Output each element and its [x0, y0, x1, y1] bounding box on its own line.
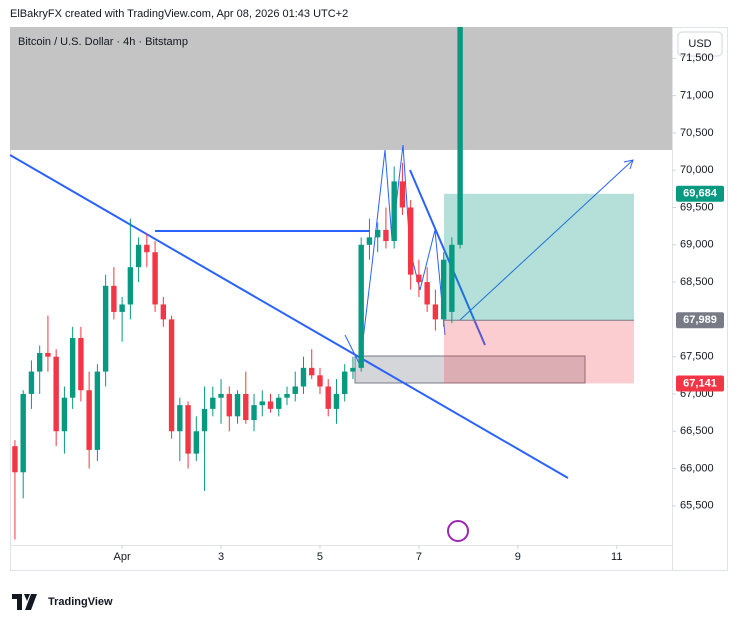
currency: USD [688, 38, 711, 50]
candle-body [177, 405, 183, 432]
candle-body [234, 393, 241, 417]
candle-body [259, 401, 265, 406]
x-tick-label: 7 [416, 551, 422, 563]
y-tick-label: 71,500 [680, 52, 714, 64]
candle-body [383, 229, 389, 242]
candle-body [160, 304, 167, 320]
candle-body [325, 386, 331, 409]
candle-body [399, 181, 406, 208]
candle-body [53, 356, 59, 432]
trend-line [10, 154, 569, 479]
credit: ElBakryFX created with TradingView.com, … [10, 8, 348, 20]
candle-body [317, 375, 323, 387]
candle-body [69, 338, 76, 398]
x-tick-label: 5 [317, 551, 323, 563]
drawings [10, 27, 672, 479]
candle-body [94, 371, 101, 450]
x-tick-label: 3 [218, 551, 224, 563]
candle-body [416, 274, 422, 283]
candle-body [333, 393, 340, 409]
y-tick-label: 66,500 [680, 425, 714, 437]
candle-body [111, 285, 117, 312]
projection-arrow [459, 159, 634, 321]
candle-body [168, 319, 175, 432]
candle-body [102, 285, 109, 372]
legend: Bitcoin / U.S. Dollar · 4h · Bitstamp [18, 36, 188, 48]
candle-body [193, 431, 200, 454]
candle-body [449, 244, 455, 312]
candle-body [86, 390, 92, 450]
candle-body [432, 304, 439, 320]
candle-body [243, 393, 249, 421]
candle-body [152, 252, 158, 305]
brand: TradingView [48, 596, 113, 608]
y-tick-label: 71,000 [680, 90, 714, 102]
candle-body [424, 282, 430, 305]
candle-body [127, 267, 134, 305]
position-layer [444, 193, 634, 384]
candle-body [457, 27, 463, 245]
event-icon [447, 520, 469, 542]
zigzag [344, 144, 446, 367]
demand-zone [354, 355, 586, 384]
candle-body [185, 405, 191, 454]
candle-body [350, 367, 356, 372]
candle-body [300, 367, 307, 387]
trend-line [409, 169, 486, 346]
candle-body [407, 207, 414, 275]
candle-body [218, 393, 224, 398]
candle-body [28, 371, 35, 394]
price-label: 69,684 [683, 188, 718, 200]
candle-body [135, 244, 142, 268]
stop-zone [444, 320, 634, 384]
candle-body [61, 397, 68, 432]
supply-zone [10, 27, 672, 150]
candle-body [144, 244, 150, 253]
arrow-head [623, 159, 634, 170]
y-tick-label: 69,500 [680, 201, 714, 213]
candle-body [284, 393, 290, 398]
price-label: 67,989 [683, 314, 717, 326]
price-label-box [676, 312, 724, 329]
candle-body [358, 244, 364, 368]
candle-body [119, 304, 125, 312]
x-tick-label: 11 [611, 551, 622, 563]
price-label-box [676, 185, 724, 202]
candle-body [342, 371, 348, 394]
price-label: 67,141 [683, 377, 717, 389]
y-tick-label: 66,000 [680, 462, 714, 474]
candle-body [366, 237, 373, 245]
currency-box [677, 31, 723, 57]
logo-mark [12, 594, 37, 610]
candle-body [12, 446, 18, 473]
y-tick-label: 69,000 [680, 239, 714, 251]
price-label-box [676, 375, 724, 392]
y-tick-label: 70,000 [680, 164, 714, 176]
x-tick-label: 9 [515, 551, 521, 563]
candle-body [276, 397, 282, 409]
candle-body [251, 405, 257, 421]
candle-body [309, 367, 315, 376]
candle-body [20, 393, 26, 473]
candle-body [292, 386, 298, 394]
x-tick-label: Apr [114, 551, 131, 563]
candle-body [267, 401, 274, 409]
y-tick-label: 67,500 [680, 351, 714, 363]
candles [12, 27, 463, 540]
candle-body [36, 352, 43, 372]
candle-body [391, 181, 397, 242]
target-zone [444, 193, 634, 321]
candle-body [78, 338, 84, 391]
candle-body [201, 408, 208, 432]
candle-body [374, 229, 381, 238]
candle-body [210, 397, 216, 409]
candle-body [45, 352, 51, 357]
y-tick-label: 65,500 [680, 500, 714, 512]
y-tick-label: 70,500 [680, 127, 714, 139]
candle-body [440, 259, 447, 320]
y-tick-label: 68,500 [680, 276, 714, 288]
candle-body [226, 393, 232, 417]
